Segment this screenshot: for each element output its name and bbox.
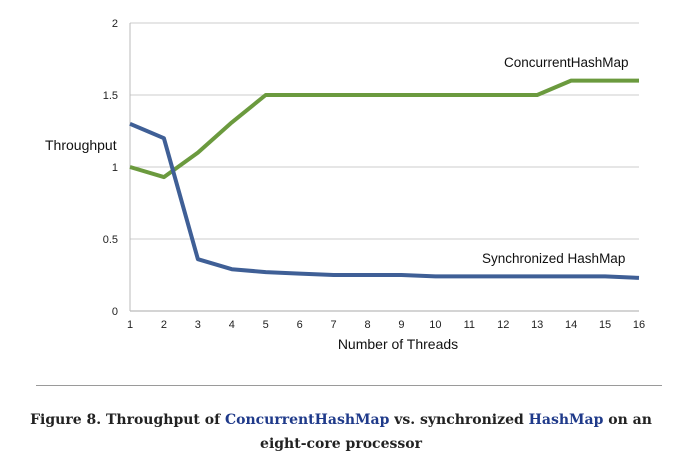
y-tick-labels: 0 0.5 1 1.5 2 (103, 18, 118, 318)
caption-text-3: on an eight-core processor (260, 412, 652, 452)
y-tick-label: 0 (112, 306, 118, 318)
y-tick-label: 1.5 (103, 90, 118, 102)
y-tick-label: 2 (112, 18, 118, 30)
figure-caption: Figure 8. Throughput of ConcurrentHashMa… (20, 408, 662, 456)
caption-divider (36, 385, 662, 386)
series-line-synchronized-hashmap (129, 121, 640, 280)
series-line-concurrenthashmap (129, 78, 639, 180)
series-label-concurrent-hashmap: ConcurrentHashMap (504, 55, 629, 70)
grid-lines (130, 22, 639, 312)
y-axis-title: Throughput (45, 137, 117, 153)
x-tick-label: 7 (331, 319, 337, 331)
x-tick-label: 16 (633, 319, 645, 331)
x-tick-label: 10 (429, 319, 441, 331)
x-tick-label: 13 (531, 319, 543, 331)
y-tick-label: 1 (112, 162, 118, 174)
x-tick-label: 1 (127, 319, 133, 331)
x-tick-label: 8 (364, 319, 370, 331)
caption-code-concurrent-hashmap: ConcurrentHashMap (224, 412, 390, 428)
y-tick-label: 0.5 (103, 234, 118, 246)
throughput-chart: 00.511.52 1 2 3 4 5 6 7 8 9 10 11 12 13 14 15 16 Throug… (45, 18, 645, 352)
x-tick-label: 11 (464, 319, 475, 331)
x-tick-label: 14 (565, 319, 577, 331)
x-tick-label: 6 (297, 319, 303, 331)
x-tick-label: 4 (229, 319, 235, 331)
series-lines (129, 78, 640, 280)
x-tick-label: 2 (161, 319, 167, 331)
x-tick-labels: 1 2 3 4 5 6 7 8 9 10 11 12 13 14 15 16 (127, 319, 645, 331)
x-tick-label: 15 (599, 319, 611, 331)
x-tick-label: 9 (398, 319, 404, 331)
x-axis-title: Number of Threads (338, 336, 458, 352)
caption-text-2: vs. synchronized (389, 412, 529, 428)
caption-code-hashmap: HashMap (528, 412, 604, 428)
x-tick-label: 12 (497, 319, 509, 331)
caption-text-1: Figure 8. Throughput of (30, 412, 225, 428)
series-label-synchronized-hashmap: Synchronized HashMap (482, 251, 625, 266)
x-tick-label: 3 (195, 319, 201, 331)
x-tick-label: 5 (263, 319, 269, 331)
